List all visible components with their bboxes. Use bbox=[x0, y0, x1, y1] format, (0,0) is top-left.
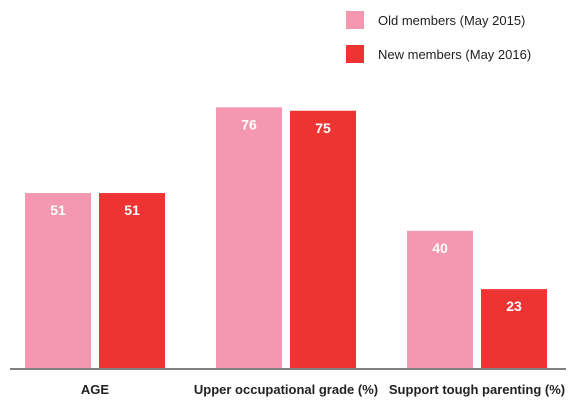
bar-upper-occupational-grade-series-2 bbox=[290, 110, 356, 368]
bar-support-tough-parenting-series-1 bbox=[407, 230, 473, 368]
category-label-age: AGE bbox=[81, 382, 110, 397]
data-label-upper-occupational-grade-series-1: 76 bbox=[241, 116, 257, 132]
data-label-age-series-2: 51 bbox=[124, 202, 140, 218]
bar-upper-occupational-grade-series-1 bbox=[216, 107, 282, 368]
legend-item-new-members: New members (May 2016) bbox=[346, 44, 531, 64]
bar-support-tough-parenting-series-2 bbox=[481, 289, 547, 368]
category-label-upper-occupational-grade: Upper occupational grade (%) bbox=[194, 382, 378, 397]
data-label-support-tough-parenting-series-2: 23 bbox=[506, 298, 522, 314]
legend-swatch-old-members bbox=[346, 11, 364, 29]
legend-label-new-members: New members (May 2016) bbox=[378, 46, 532, 62]
category-label-support-tough-parenting: Support tough parenting (%) bbox=[389, 382, 565, 397]
bar-age-series-1 bbox=[25, 193, 91, 368]
legend-item-old-members: Old members (May 2015) bbox=[346, 10, 531, 30]
data-label-upper-occupational-grade-series-2: 75 bbox=[315, 120, 331, 136]
legend-swatch-new-members bbox=[346, 45, 364, 63]
bar-age-series-2 bbox=[99, 193, 165, 368]
data-label-age-series-1: 51 bbox=[50, 202, 66, 218]
legend-label-old-members: Old members (May 2015) bbox=[378, 12, 526, 28]
data-label-support-tough-parenting-series-1: 40 bbox=[432, 240, 448, 256]
legend: Old members (May 2015) New members (May … bbox=[346, 10, 531, 78]
